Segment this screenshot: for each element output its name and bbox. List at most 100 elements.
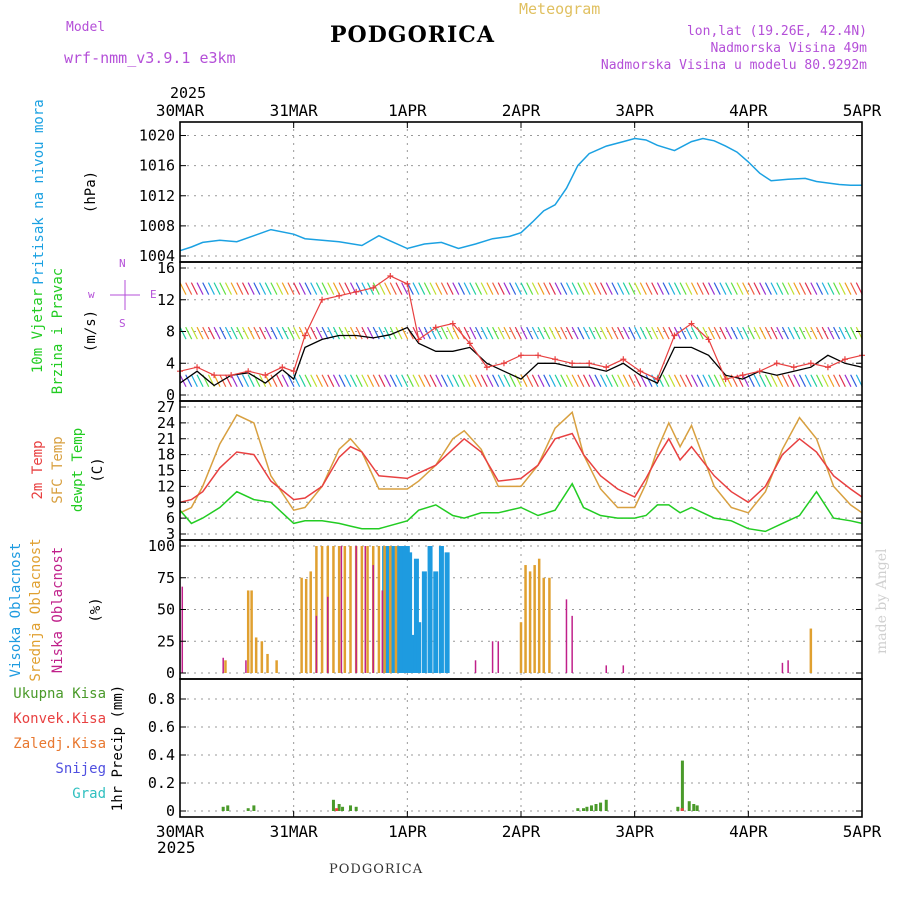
y-tick-label: 12 [157, 291, 175, 309]
compass-n: N [119, 257, 126, 270]
wind-barb [474, 282, 483, 295]
y-tick-label: 1012 [139, 187, 175, 205]
wind-barb [224, 282, 233, 295]
wind-gust-line-point [535, 352, 542, 359]
wind-barb [372, 282, 380, 295]
precip-bar [680, 808, 684, 811]
wind-barb [264, 282, 272, 295]
wind-barb [389, 374, 397, 387]
wind-barb [367, 326, 375, 340]
cloud-bar [246, 590, 250, 673]
wind-barb [639, 326, 647, 340]
wind-gust-line-point [620, 356, 627, 363]
wind-barb [276, 374, 284, 387]
wind-barb [287, 374, 295, 387]
wind-gust-line-point [415, 336, 422, 343]
wind-barb [708, 374, 716, 387]
wind-barb [190, 374, 198, 387]
wind-barb [418, 282, 426, 295]
elevation-label: Nadmorska Visina 49m [710, 41, 867, 56]
wind-gust-line-point [552, 356, 559, 363]
wind-barb [582, 326, 591, 340]
wind-barb [736, 282, 744, 295]
cloud-bar [421, 571, 427, 673]
wind-barb [304, 326, 312, 340]
wind-barb [634, 282, 642, 295]
wind-barb [207, 282, 215, 295]
cloud-bar [497, 641, 500, 673]
compass-s: S [119, 317, 126, 330]
wind-gust-line-point [302, 332, 309, 339]
wind-gust-line-point [603, 364, 610, 371]
wind-barb [372, 374, 380, 387]
wind-barb [219, 282, 227, 295]
wind-barb [338, 374, 346, 387]
precip-bar [252, 805, 256, 811]
wind-barb [554, 374, 562, 387]
wind-barb [833, 282, 841, 295]
compass-w: w [88, 288, 95, 301]
y-tick-label: 15 [157, 462, 175, 480]
y-tick-label: 0.4 [148, 746, 175, 764]
cloud-bar [787, 660, 789, 673]
wind-barb [401, 282, 409, 295]
wind-barb [810, 326, 818, 340]
wind-title-2: Brzina i Pravac [50, 268, 66, 394]
wind-gust-line-point [790, 364, 797, 371]
wind-barb [753, 326, 761, 340]
wind-barb [798, 282, 807, 295]
wind-barb [747, 282, 755, 295]
cloud-bar [383, 546, 386, 673]
wind-barb [850, 326, 858, 340]
wind-barb [617, 326, 625, 340]
time-tick-bottom: 4APR [729, 822, 768, 841]
wind-barb [617, 282, 625, 295]
wind-barb [690, 282, 699, 295]
wind-barb [469, 326, 477, 340]
time-tick-bottom: 5APR [843, 822, 882, 841]
wind-barb [378, 374, 386, 387]
cloud-bar [533, 565, 536, 673]
cloud-bar [250, 590, 253, 673]
wind-barb [298, 282, 306, 295]
y-tick-label: 75 [157, 569, 175, 587]
cloud-bar [366, 546, 369, 673]
cloud-bar [524, 565, 527, 673]
wind-barb [531, 282, 539, 295]
page-title: PODGORICA [330, 22, 495, 48]
cloud-bar [491, 641, 494, 673]
wind-barb [474, 326, 483, 340]
wind-barb [850, 374, 858, 387]
wind-barb [503, 326, 511, 340]
wind-barb [446, 374, 454, 387]
wind-barb [361, 374, 369, 387]
wind-barb [293, 326, 301, 340]
cloud-bar [399, 546, 405, 673]
wind-barb [344, 326, 352, 340]
wind-barb [810, 282, 818, 295]
wind-barb [804, 282, 812, 295]
wind-barb [690, 326, 699, 340]
cloud-bar [519, 622, 523, 673]
wind-barb [384, 374, 392, 387]
wind-barb [764, 374, 772, 387]
wind-barb [685, 326, 693, 340]
cloud-title-1: Visoka Oblacnost [8, 543, 24, 678]
wind-gust-line-point [290, 368, 297, 375]
wind-barb [787, 282, 795, 295]
wind-barb [349, 282, 358, 295]
wind-barb [418, 374, 426, 387]
wind-barb [747, 326, 755, 340]
wind-barb [452, 326, 460, 340]
wind-gust-line-point [353, 288, 360, 295]
wind-barb [435, 374, 443, 387]
wind-barb [190, 326, 198, 340]
wind-barb [236, 326, 244, 340]
pressure-unit: (hPa) [83, 171, 99, 213]
wind-barb [600, 374, 608, 387]
wind-barb [571, 374, 579, 387]
wind-barb [236, 282, 244, 295]
wind-barb [571, 326, 579, 340]
y-tick-label: 0 [166, 802, 175, 820]
wind-barb [611, 282, 619, 295]
